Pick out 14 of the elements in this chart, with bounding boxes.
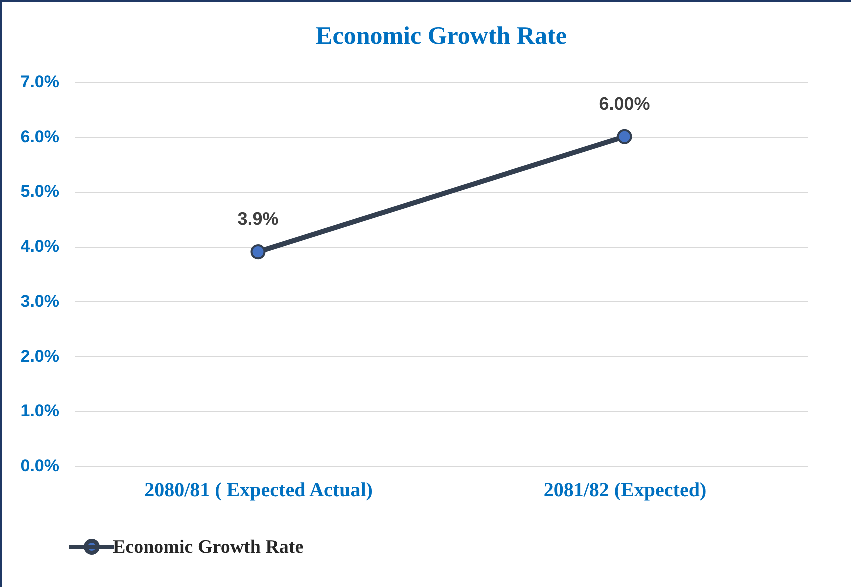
chart-title: Economic Growth Rate <box>316 23 567 50</box>
data-label: 6.00% <box>599 94 650 114</box>
y-tick-label: 1.0% <box>20 402 60 421</box>
data-label: 3.9% <box>238 209 279 230</box>
y-tick-label: 2.0% <box>20 346 60 366</box>
x-tick-label: 2080/81 ( Expected Actual) <box>144 480 373 502</box>
x-tick-label: 2081/82 (Expected) <box>544 480 707 502</box>
y-tick-label: 3.0% <box>20 292 60 311</box>
y-tick-label: 0.0% <box>20 456 60 476</box>
y-tick-label: 4.0% <box>20 237 60 256</box>
y-tick-label: 6.0% <box>20 127 60 146</box>
y-tick-label: 7.0% <box>20 72 60 92</box>
legend-label: Economic Growth Rate <box>113 537 304 558</box>
y-tick-label: 5.0% <box>20 182 60 202</box>
